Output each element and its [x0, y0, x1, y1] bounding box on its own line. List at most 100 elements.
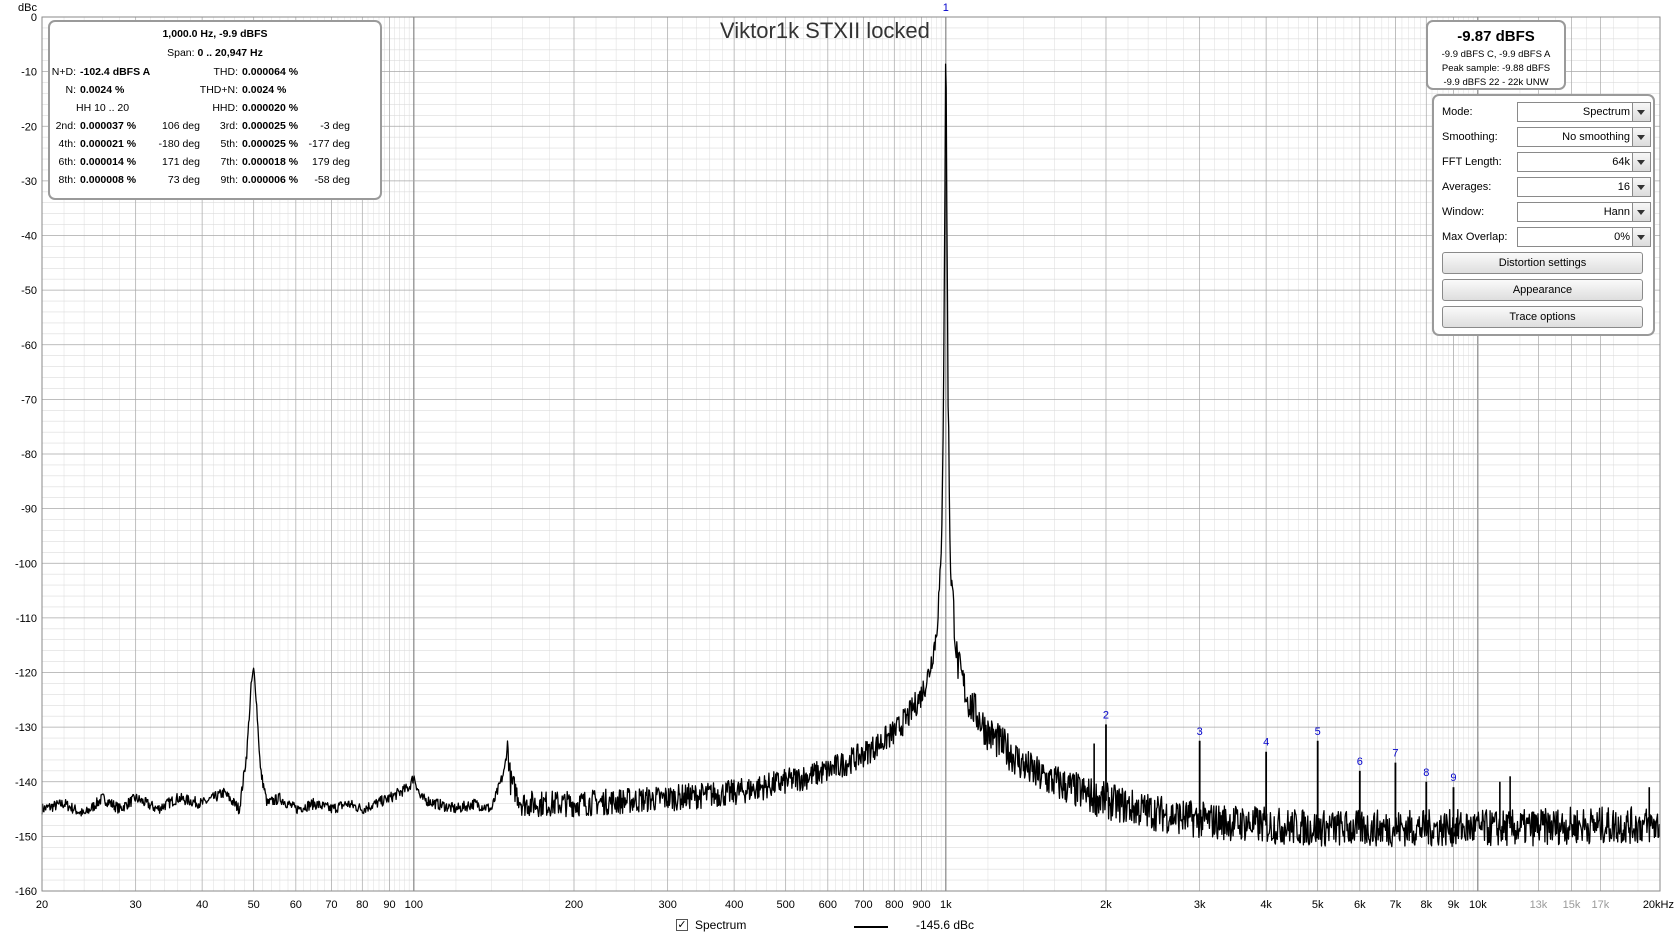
harmonic-markers: 1 2 3 4 5 6 7 8 9 [943, 2, 1457, 784]
legend-series-name: Spectrum [695, 918, 747, 932]
y-tick-label: -130 [15, 722, 37, 734]
level-main: -9.87 dBFS [1457, 28, 1535, 45]
window-value: Hann [1603, 206, 1630, 218]
averages-value: 16 [1617, 181, 1630, 193]
y-tick-label: -80 [21, 449, 37, 461]
x-tick-label: 600 [819, 899, 837, 911]
y-tick-label: -110 [16, 613, 37, 625]
x-tick-label: 800 [885, 899, 903, 911]
y-tick-label: -100 [15, 558, 37, 570]
y-tick-label: -60 [21, 340, 37, 352]
chart-title: Viktor1k STXII locked [720, 18, 930, 43]
x-tick-label: 10k [1469, 899, 1487, 911]
smoothing-label: Smoothing: [1442, 131, 1498, 143]
controls-panel: Mode: Spectrum Smoothing: No smoothing F… [1432, 94, 1655, 336]
x-tick-label: 4k [1260, 899, 1272, 911]
harmonic-label: 2nd: [55, 120, 76, 132]
harmonic-value: 0.000008 % [80, 174, 137, 186]
window-select[interactable]: Hann [1517, 202, 1651, 222]
plot-frame [41, 16, 1661, 892]
window-label: Window: [1442, 206, 1485, 218]
harmonic-row: 6th: 0.000014 % 171 deg 7th: 0.000018 % … [50, 156, 380, 172]
x-tick-label: 17k [1592, 899, 1610, 911]
harmonic-label: 8th: [58, 174, 76, 186]
window-row: Window: Hann [1442, 202, 1651, 222]
y-tick-label: -10 [21, 67, 37, 79]
noise-label: N: [65, 84, 77, 96]
nd-label: N+D: [51, 66, 76, 78]
harmonic-value: 0.000006 % [242, 174, 299, 186]
x-tick-label: 100 [405, 899, 423, 911]
y-axis-ticks: 0 -10 -20 -30 -40 -50 -60 -70 -80 -90 -100 -110 -120… [15, 12, 37, 898]
legend-cursor-value: -145.6 dBc [916, 918, 975, 932]
y-tick-label: -160 [15, 886, 37, 898]
mode-select[interactable]: Spectrum [1517, 102, 1651, 122]
chevron-down-icon[interactable] [1632, 203, 1650, 221]
level-peak: Peak sample: -9.88 dBFS [1441, 63, 1551, 74]
chevron-down-icon[interactable] [1632, 178, 1650, 196]
x-unit-label: 20kHz [1643, 899, 1674, 911]
y-tick-label: -150 [15, 831, 37, 843]
harmonic-row: 8th: 0.000008 % 73 deg 9th: 0.000006 % -… [50, 174, 380, 190]
x-tick-label: 400 [725, 899, 743, 911]
distortion-settings-button[interactable]: Distortion settings [1442, 252, 1643, 274]
y-axis-label: dBc [18, 2, 37, 14]
harmonic-value: 0.000021 % [80, 138, 137, 150]
x-tick-label: 7k [1390, 899, 1402, 911]
x-tick-label: 80 [356, 899, 368, 911]
y-tick-label: -20 [21, 121, 37, 133]
thd-value: 0.000064 % [242, 66, 299, 78]
harmonic-label: 4th: [58, 138, 76, 150]
chevron-down-icon[interactable] [1632, 128, 1650, 146]
harmonic-label: 6 [1357, 756, 1363, 768]
x-tick-label: 30 [130, 899, 142, 911]
x-tick-label: 5k [1312, 899, 1324, 911]
averages-select[interactable]: 16 [1517, 177, 1651, 197]
harmonic-row: 2nd: 0.000037 % 106 deg 3rd: 0.000025 % … [50, 120, 380, 136]
smoothing-value: No smoothing [1562, 131, 1630, 143]
y-tick-label: -50 [21, 285, 37, 297]
x-tick-label: 40 [196, 899, 208, 911]
chevron-down-icon[interactable] [1632, 228, 1650, 246]
harmonic-label: 7th: [220, 156, 238, 168]
harmonic-value: 0.000025 % [242, 120, 299, 132]
harmonic-value: 0.000037 % [80, 120, 137, 132]
level-readout-panel: -9.87 dBFS -9.9 dBFS C, -9.9 dBFS A Peak… [1426, 20, 1566, 90]
max-overlap-value: 0% [1614, 231, 1630, 243]
y-tick-label: 0 [31, 12, 37, 24]
x-tick-label: 200 [565, 899, 583, 911]
harmonic-label: 6th: [58, 156, 76, 168]
x-tick-label: 60 [290, 899, 302, 911]
x-tick-label: 9k [1448, 899, 1460, 911]
harmonic-label: 5 [1315, 726, 1321, 738]
x-tick-label: 13k [1530, 899, 1548, 911]
max-overlap-select[interactable]: 0% [1517, 227, 1651, 247]
fft-length-select[interactable]: 64k [1517, 152, 1651, 172]
harmonic-value: 0.000018 % [242, 156, 299, 168]
chevron-down-icon[interactable] [1632, 103, 1650, 121]
harmonic-row: 4th: 0.000021 % -180 deg 5th: 0.000025 %… [50, 138, 380, 154]
harmonic-phase: -177 deg [308, 138, 350, 150]
mode-label: Mode: [1442, 106, 1473, 118]
chevron-down-icon[interactable] [1632, 153, 1650, 171]
level-weighted: -9.9 dBFS C, -9.9 dBFS A [1441, 49, 1551, 60]
y-tick-label: -40 [21, 231, 37, 243]
harmonic-phase: 171 deg [162, 156, 200, 168]
thd-label: THD: [213, 66, 239, 78]
x-tick-label: 15k [1563, 899, 1581, 911]
nd-value: -102.4 dBFS A [80, 66, 151, 78]
x-tick-label: 70 [325, 899, 337, 911]
span-value: 0 .. 20,947 Hz [197, 47, 263, 59]
x-tick-label: 8k [1420, 899, 1432, 911]
appearance-button[interactable]: Appearance [1442, 279, 1643, 301]
max-overlap-label: Max Overlap: [1442, 231, 1508, 243]
trace-options-button[interactable]: Trace options [1442, 306, 1643, 328]
hh-label: HH 10 .. 20 [76, 102, 130, 114]
x-axis-ticks: 20 30 40 50 60 70 80 90 100 200 300 400 500 600 700 800… [36, 899, 1674, 911]
x-tick-label: 6k [1354, 899, 1366, 911]
spectrum-checkbox[interactable]: ✓ [676, 919, 688, 931]
x-tick-label: 500 [777, 899, 795, 911]
smoothing-select[interactable]: No smoothing [1517, 127, 1651, 147]
legend-line-swatch [854, 926, 888, 928]
